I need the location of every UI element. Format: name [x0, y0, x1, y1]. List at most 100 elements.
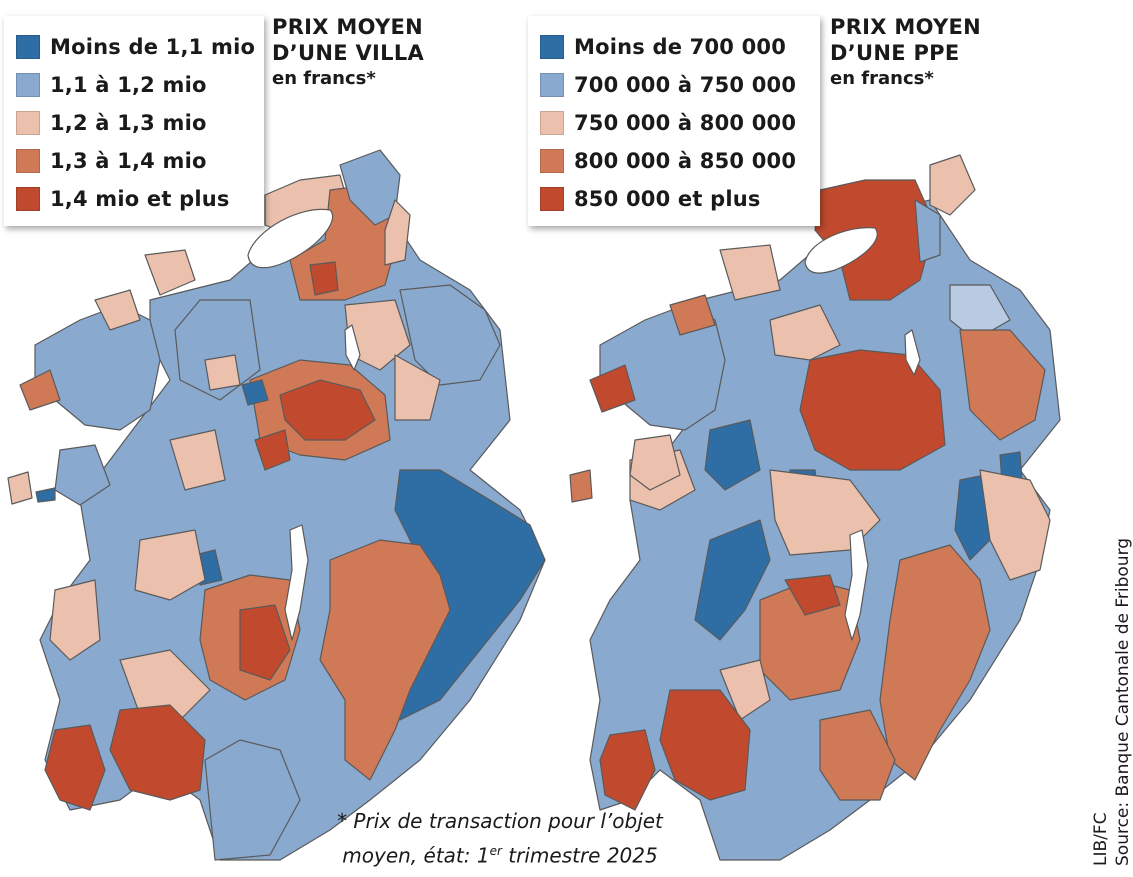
region	[599, 729, 656, 811]
legend-swatch	[540, 187, 564, 211]
region	[569, 469, 593, 503]
legend-item: 800 000 à 850 000	[540, 142, 808, 180]
map-ppe	[520, 0, 1080, 877]
region	[239, 604, 291, 681]
region	[309, 261, 339, 296]
region	[19, 369, 61, 411]
legend-item: Moins de 700 000	[540, 28, 808, 66]
footnote-line: moyen, état: 1er trimestre 2025	[300, 836, 700, 871]
legend-ppe: Moins de 700 000 700 000 à 750 000 750 0…	[528, 16, 820, 226]
legend-item: 850 000 et plus	[540, 180, 808, 218]
footnote-text: trimestre 2025	[501, 843, 658, 868]
legend-villa: Moins de 1,1 mio 1,1 à 1,2 mio 1,2 à 1,3…	[4, 16, 264, 226]
legend-swatch	[16, 35, 40, 59]
credit-line: LIB/FC	[1091, 812, 1111, 866]
region	[979, 469, 1051, 581]
map-title-villa: PRIX MOYEN D’UNE VILLA en francs*	[272, 14, 424, 92]
region	[394, 354, 441, 421]
region	[929, 154, 976, 216]
title-subtitle: en francs*	[272, 68, 376, 89]
region	[384, 199, 411, 266]
region	[254, 429, 291, 471]
region	[49, 579, 101, 661]
region	[7, 471, 33, 505]
legend-label: 1,4 mio et plus	[50, 187, 230, 211]
legend-swatch	[16, 149, 40, 173]
title-subtitle: en francs*	[830, 68, 934, 89]
legend-swatch	[540, 35, 564, 59]
region	[54, 444, 111, 506]
region	[34, 304, 161, 431]
legend-label: 800 000 à 850 000	[574, 149, 797, 173]
region	[799, 349, 946, 471]
legend-swatch	[16, 187, 40, 211]
region	[119, 649, 211, 721]
region	[144, 249, 196, 296]
title-line: PRIX MOYEN	[830, 15, 982, 39]
title-line: D’UNE PPE	[830, 41, 960, 65]
region	[819, 709, 896, 801]
legend-label: Moins de 1,1 mio	[50, 35, 256, 59]
legend-item: 1,3 à 1,4 mio	[16, 142, 252, 180]
credit-line: Source: Banque Cantonale de Fribourg	[1113, 537, 1133, 866]
legend-item: Moins de 1,1 mio	[16, 28, 256, 66]
region	[769, 304, 841, 361]
region	[669, 294, 716, 336]
region	[399, 284, 501, 386]
region	[35, 487, 56, 503]
legend-swatch	[16, 73, 40, 97]
legend-item: 1,4 mio et plus	[16, 180, 252, 218]
region	[694, 519, 771, 641]
region	[719, 244, 781, 301]
legend-item: 1,2 à 1,3 mio	[16, 104, 252, 142]
lake	[804, 227, 878, 274]
legend-label: 750 000 à 800 000	[574, 111, 797, 135]
region	[914, 199, 941, 263]
legend-swatch	[16, 111, 40, 135]
legend-label: 850 000 et plus	[574, 187, 761, 211]
region	[719, 659, 771, 721]
map-villa	[0, 0, 566, 877]
lake	[844, 529, 869, 641]
map-villa-svg	[7, 149, 546, 861]
title-line: D’UNE VILLA	[272, 41, 425, 65]
legend-item: 700 000 à 750 000	[540, 66, 808, 104]
region	[241, 379, 269, 406]
footnote-superscript: er	[489, 844, 502, 858]
legend-item: 750 000 à 800 000	[540, 104, 808, 142]
legend-swatch	[540, 149, 564, 173]
region	[134, 529, 206, 601]
region	[589, 364, 636, 413]
legend-label: 1,2 à 1,3 mio	[50, 111, 207, 135]
map-title-ppe: PRIX MOYEN D’UNE PPE en francs*	[830, 14, 981, 92]
legend-label: 1,1 à 1,2 mio	[50, 73, 207, 97]
footnote-line: * Prix de transaction pour l’objet	[337, 809, 663, 833]
lake	[284, 524, 309, 641]
legend-swatch	[540, 73, 564, 97]
legend-item: 1,1 à 1,2 mio	[16, 66, 252, 104]
region	[279, 379, 376, 441]
region	[319, 539, 451, 781]
source-credit: LIB/FC Source: Banque Cantonale de Fribo…	[1090, 538, 1133, 866]
region	[959, 329, 1046, 441]
region	[94, 289, 141, 331]
lake	[904, 329, 921, 376]
legend-label: Moins de 700 000	[574, 35, 787, 59]
lake	[344, 324, 361, 371]
map-ppe-svg	[569, 154, 1061, 861]
legend-swatch	[540, 111, 564, 135]
title-line: PRIX MOYEN	[272, 15, 424, 39]
region	[169, 429, 226, 491]
region	[629, 434, 681, 491]
region	[704, 419, 761, 491]
region	[109, 704, 206, 801]
lake	[247, 208, 334, 269]
region	[659, 689, 751, 801]
region	[44, 724, 106, 811]
legend-label: 700 000 à 750 000	[574, 73, 797, 97]
footnote-text: moyen, état: 1	[342, 843, 490, 868]
region	[204, 354, 241, 391]
region	[204, 739, 301, 861]
footnote: * Prix de transaction pour l’objet moyen…	[300, 806, 700, 871]
region	[784, 574, 841, 616]
